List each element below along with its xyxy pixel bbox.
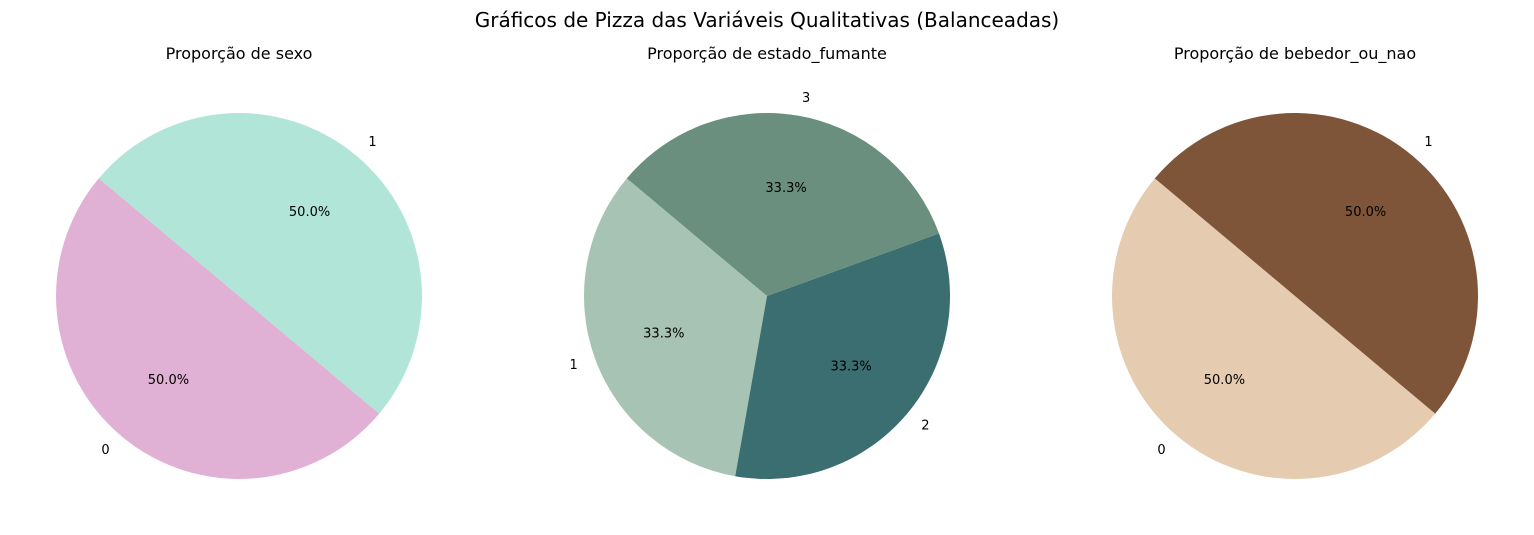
pie-slice-0 bbox=[56, 178, 380, 479]
pie-chart-bebedor-ou-nao: Proporção de bebedor_ou_nao 0 50.0% 1 50.0% bbox=[1112, 44, 1478, 479]
pie-slice-1 bbox=[584, 178, 767, 477]
slice-label: 0 bbox=[101, 443, 109, 458]
chart-title: Proporção de sexo bbox=[166, 44, 313, 63]
chart-title: Proporção de estado_fumante bbox=[647, 44, 887, 64]
slice-percent-label: 33.3% bbox=[830, 360, 871, 375]
slice-percent-label: 50.0% bbox=[148, 373, 189, 388]
slice-percent-label: 33.3% bbox=[643, 327, 684, 342]
slice-percent-label: 50.0% bbox=[1204, 373, 1245, 388]
pie-slice-0 bbox=[1112, 178, 1436, 479]
slice-label: 1 bbox=[1424, 135, 1432, 150]
slice-label: 1 bbox=[570, 358, 578, 373]
figure-title: Gráficos de Pizza das Variáveis Qualitat… bbox=[475, 8, 1060, 32]
pie-slice-2 bbox=[735, 233, 950, 479]
pie-chart-estado-fumante: Proporção de estado_fumante 1 33.3% 2 33.3%… bbox=[570, 44, 950, 479]
slice-label: 3 bbox=[802, 91, 810, 106]
slice-label: 2 bbox=[921, 418, 929, 433]
slice-label: 1 bbox=[368, 135, 376, 150]
pie-chart-sexo: Proporção de sexo 0 50.0% 1 50.0% bbox=[56, 44, 422, 479]
pie-slice-1 bbox=[98, 113, 422, 414]
slice-percent-label: 50.0% bbox=[289, 205, 330, 220]
pie-slice-1 bbox=[1154, 112, 1478, 414]
slice-label: 0 bbox=[1157, 443, 1165, 458]
chart-title: Proporção de bebedor_ou_nao bbox=[1174, 44, 1416, 64]
pie-slice-3 bbox=[626, 112, 939, 296]
slice-percent-label: 50.0% bbox=[1345, 205, 1386, 220]
slice-percent-label: 33.3% bbox=[765, 181, 806, 196]
